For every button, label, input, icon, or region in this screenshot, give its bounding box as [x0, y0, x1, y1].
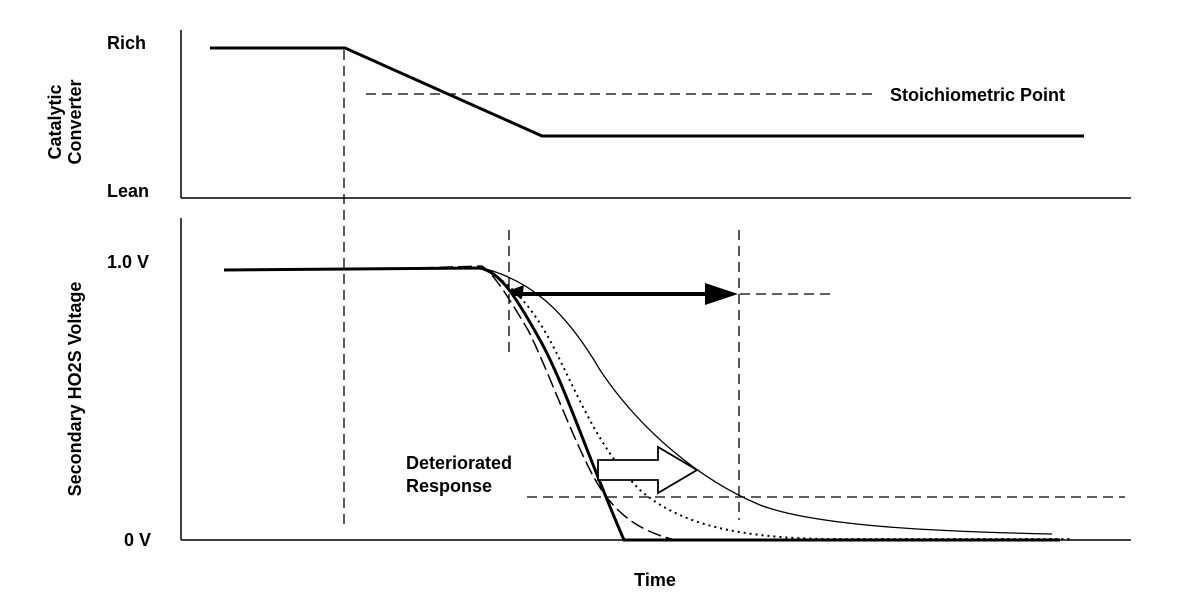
top-panel: Rich Lean Catalytic Converter Stoichiome… [45, 30, 1131, 201]
response-delay-back-arrowhead-icon [508, 285, 524, 299]
stoichiometric-point-label: Stoichiometric Point [890, 85, 1065, 105]
catalytic-converter-trace [210, 46, 1084, 138]
top-y-tick-lean: Lean [107, 181, 149, 201]
deterioration-hollow-arrow-icon [597, 445, 699, 495]
response-delay-arrowhead-icon [705, 283, 738, 305]
bottom-y-tick-0v: 0 V [124, 530, 151, 550]
normal-response-curve [223, 266, 1060, 542]
deteriorated-response-label-line2: Response [406, 476, 492, 496]
top-y-axis-label-line1: Catalytic [45, 84, 65, 159]
thin-deteriorated-curve [481, 267, 1053, 535]
top-y-tick-rich: Rich [107, 33, 146, 53]
bottom-panel: 1.0 V 0 V Secondary HO2S Voltage Time De… [65, 218, 1131, 590]
time-axis-label: Time [634, 570, 676, 590]
bottom-y-tick-1v: 1.0 V [107, 252, 149, 272]
top-y-axis-label-line2: Converter [65, 79, 85, 164]
dashed-response-curve [419, 265, 676, 541]
deteriorated-response-label-line1: Deteriorated [406, 453, 512, 473]
bottom-y-axis-label: Secondary HO2S Voltage [65, 282, 85, 497]
